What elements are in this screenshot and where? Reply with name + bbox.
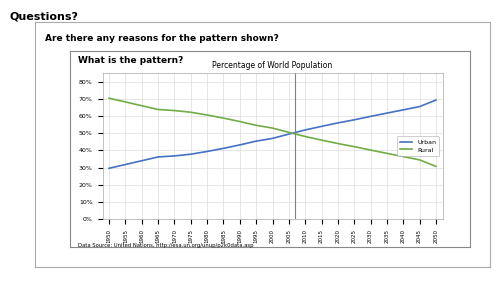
Rural	[122, 100, 128, 104]
Urban	[253, 139, 259, 143]
Rural	[384, 152, 390, 155]
Rural	[270, 126, 276, 130]
Urban	[400, 108, 406, 112]
Rural	[286, 131, 292, 134]
Rural	[138, 104, 144, 107]
Urban	[270, 137, 276, 140]
Rural	[318, 139, 324, 142]
Urban	[237, 143, 243, 147]
Rural	[172, 109, 177, 112]
Urban	[318, 125, 324, 128]
Urban	[368, 115, 374, 118]
Urban	[433, 98, 439, 102]
Rural	[253, 124, 259, 127]
Urban	[188, 153, 194, 156]
Line: Rural: Rural	[109, 98, 436, 166]
Urban	[220, 147, 226, 150]
Urban	[302, 128, 308, 132]
Rural	[400, 155, 406, 158]
Rural	[155, 108, 161, 111]
Urban	[416, 105, 422, 108]
Urban	[172, 154, 177, 158]
Urban	[384, 112, 390, 115]
Text: What is the pattern?: What is the pattern?	[78, 56, 183, 65]
Rural	[188, 110, 194, 114]
Rural	[237, 120, 243, 123]
Urban	[122, 163, 128, 166]
Text: Data Source: United Nations, http://esa.un.org/unup/p2k0data.asp: Data Source: United Nations, http://esa.…	[78, 243, 253, 248]
Urban	[335, 121, 341, 124]
Urban	[106, 167, 112, 170]
Rural	[220, 116, 226, 120]
Rural	[204, 113, 210, 117]
Urban	[138, 159, 144, 162]
Title: Percentage of World Population: Percentage of World Population	[212, 60, 332, 69]
Urban	[286, 132, 292, 136]
Rural	[351, 145, 357, 148]
Text: Are there any reasons for the pattern shown?: Are there any reasons for the pattern sh…	[45, 34, 279, 43]
Text: Questions?: Questions?	[10, 11, 79, 21]
Urban	[351, 118, 357, 121]
Urban	[155, 155, 161, 159]
Rural	[335, 142, 341, 145]
Rural	[433, 165, 439, 168]
Rural	[106, 96, 112, 100]
Rural	[368, 148, 374, 152]
Rural	[416, 158, 422, 162]
Urban	[204, 150, 210, 153]
Line: Urban: Urban	[109, 100, 436, 168]
Legend: Urban, Rural: Urban, Rural	[396, 137, 440, 156]
Rural	[302, 135, 308, 138]
